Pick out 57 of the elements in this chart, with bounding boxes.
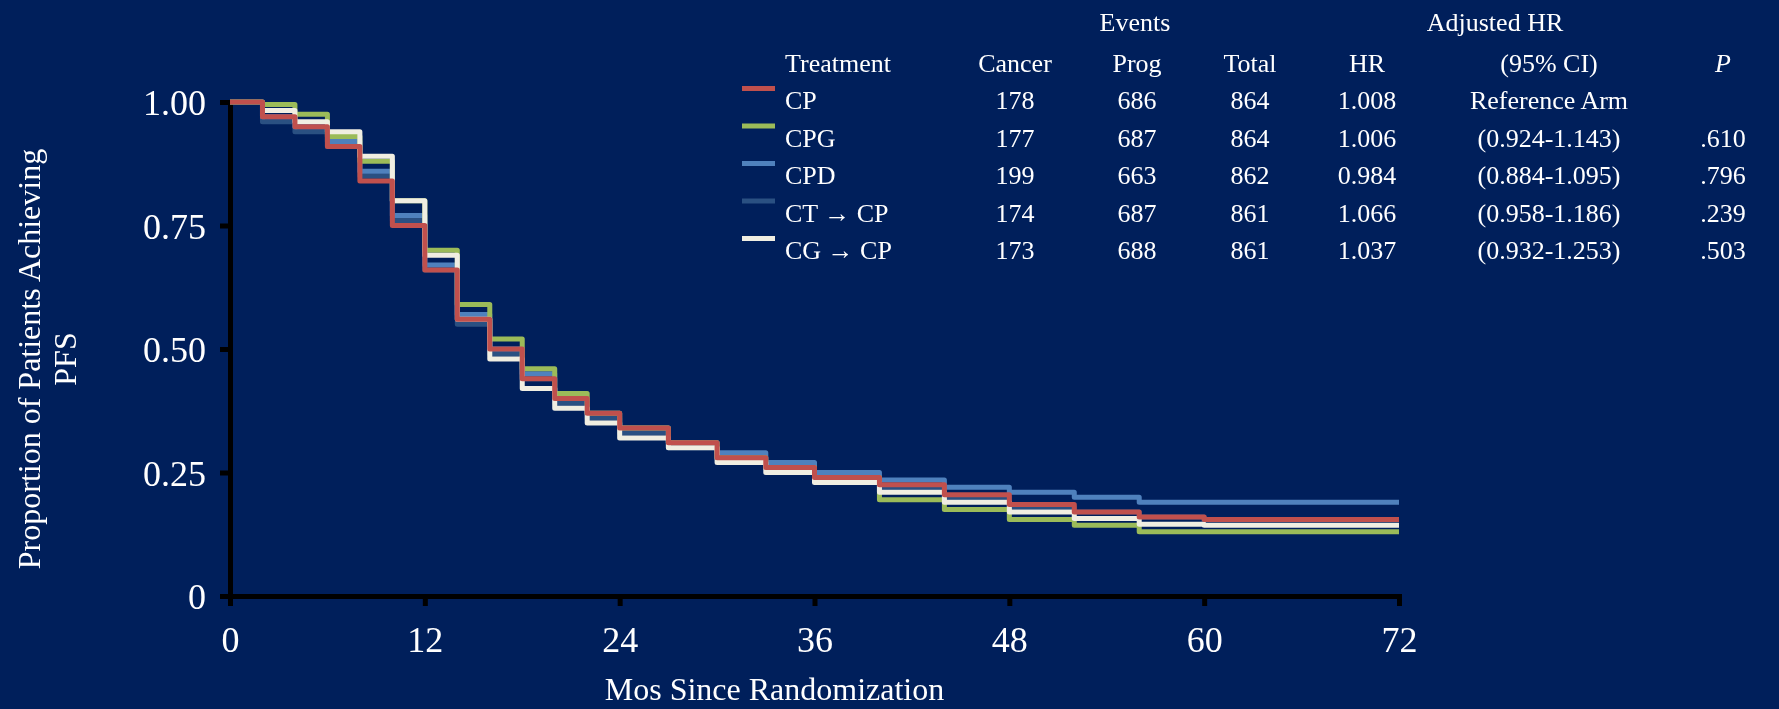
annotation: 687 [1117,123,1157,153]
text: Cancer [978,49,1053,79]
text: Adjusted HR [1426,8,1564,38]
y-tick-label: 0.50 [143,330,206,371]
annotation: 862 [1230,161,1270,191]
text: HR [1348,49,1386,79]
annotation: 864 [1230,123,1270,153]
x-tick-label: 36 [797,620,833,661]
text: (95% CI) [1500,49,1598,79]
annotation: 199 [995,161,1035,191]
text: .503 [1700,236,1746,266]
annotation: 861 [1230,198,1270,228]
text: (0.958-1.186) [1477,198,1621,228]
text: .796 [1700,161,1746,191]
x-tick-label: 12 [407,620,444,661]
annotation: 173 [995,236,1035,266]
x-tick-label: 60 [1186,620,1223,661]
x-tick-label: 24 [602,620,639,661]
annotation: 0.984 [1337,161,1397,191]
x-tick-label: 0 [221,620,240,661]
legend-label: CT → CP [785,198,889,228]
legend-label: CPD [785,161,836,191]
text: P [1714,49,1732,79]
legend-label: CG → CP [785,236,892,266]
x-tick-label: 72 [1381,620,1418,661]
y-tick-label: 1.00 [143,83,206,124]
text: (0.884-1.095) [1477,161,1621,191]
annotation: 174 [995,198,1035,228]
text: Prog [1112,49,1162,79]
annotation: 1.008 [1337,86,1397,116]
text: Reference Arm [1469,86,1629,116]
legend-title: Treatment [785,49,892,79]
text: .610 [1700,123,1746,153]
annotation: 177 [995,123,1035,153]
text: (0.924-1.143) [1477,123,1621,153]
legend-label: CP [785,86,817,116]
annotation: 864 [1230,86,1270,116]
x-tick-label: 48 [991,620,1028,661]
annotation: 663 [1117,161,1157,191]
annotation: 686 [1117,86,1157,116]
annotation: 1.037 [1337,236,1397,266]
text: (0.932-1.253) [1477,236,1621,266]
y-tick-label: 0.75 [143,206,206,247]
annotation: 1.066 [1337,198,1397,228]
x-axis-title: Mos Since Randomization [604,671,945,707]
annotation: 688 [1117,236,1157,266]
y-tick-label: 0 [188,577,206,618]
text: .239 [1700,198,1746,228]
y-axis-title: Proportion of Patients Achieving PFS [10,148,84,570]
text: Events [1099,8,1171,38]
text: Total [1223,49,1277,79]
annotation: 1.006 [1337,123,1397,153]
annotation: 687 [1117,198,1157,228]
annotation: 178 [995,86,1035,116]
y-tick-label: 0.25 [143,453,206,494]
legend-label: CPG [785,123,836,153]
annotation: 861 [1230,236,1270,266]
